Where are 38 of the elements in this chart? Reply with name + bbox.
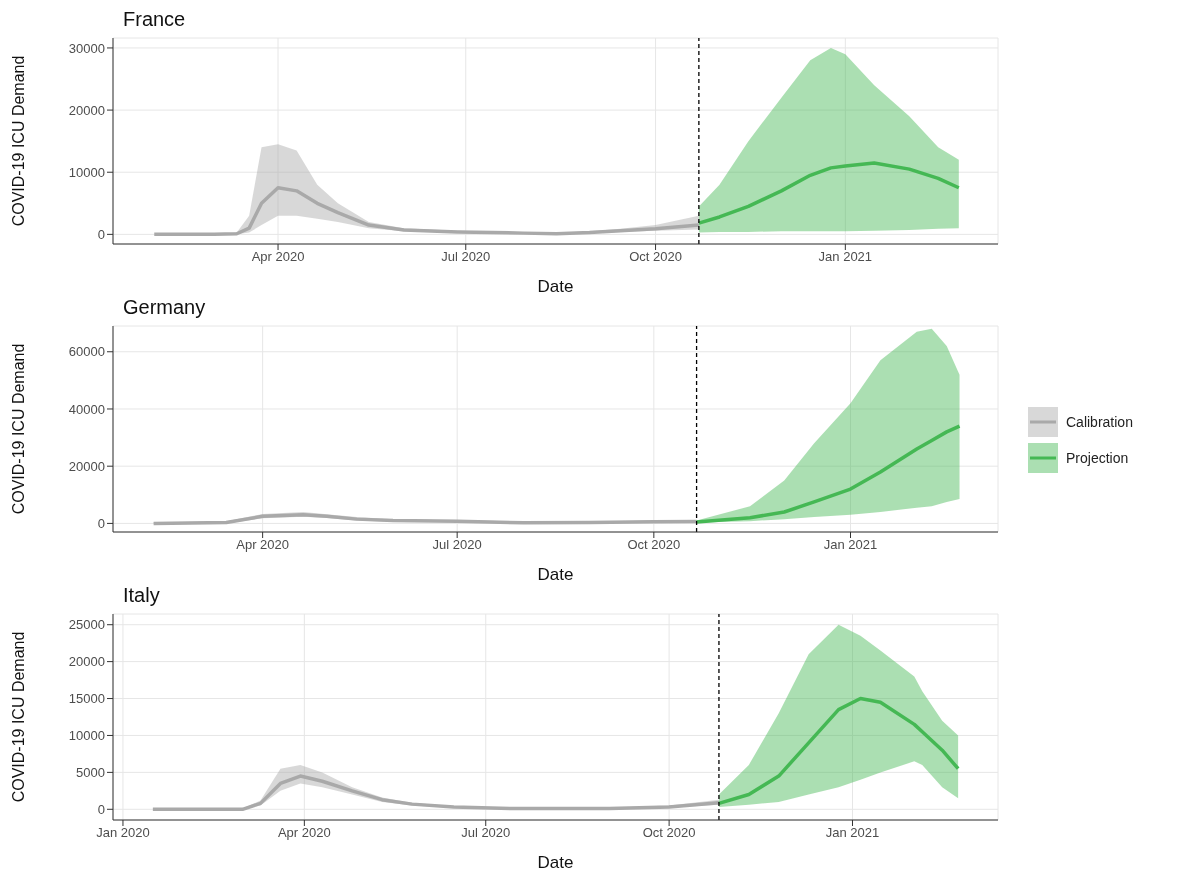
x-tick-label: Apr 2020 (251, 249, 305, 265)
y-tick-label: 60000 (68, 344, 105, 360)
y-tick-label: 40000 (68, 401, 105, 417)
y-tick-label: 0 (97, 516, 105, 532)
y-tick-label: 10000 (68, 164, 105, 180)
x-tick-label: Oct 2020 (629, 249, 682, 265)
x-tick-label: Apr 2020 (236, 537, 290, 553)
y-tick-label: 10000 (68, 728, 105, 744)
legend-label: Calibration (1066, 414, 1133, 430)
y-tick-label: 30000 (68, 40, 105, 56)
x-tick-label: Jul 2020 (432, 537, 482, 553)
y-tick-label: 0 (97, 801, 105, 817)
x-tick-label: Jul 2020 (441, 249, 491, 265)
x-tick-label: Jan 2021 (825, 825, 880, 841)
x-tick-label: Oct 2020 (627, 537, 681, 553)
x-tick-label: Jan 2021 (823, 537, 878, 553)
x-axis-title: Date (537, 853, 574, 872)
y-tick-label: 5000 (76, 764, 105, 780)
x-tick-label: Jan 2021 (818, 249, 873, 265)
y-tick-label: 0 (97, 226, 105, 242)
y-tick-label: 25000 (68, 617, 105, 633)
legend-label: Projection (1066, 450, 1129, 466)
y-tick-label: 20000 (68, 102, 105, 118)
y-tick-label: 15000 (68, 691, 105, 707)
x-tick-label: Apr 2020 (277, 825, 331, 841)
chart-title: Germany (122, 296, 207, 320)
y-axis-title: COVID-19 ICU Demand (9, 343, 27, 515)
y-tick-label: 20000 (68, 654, 105, 670)
x-axis-title: Date (537, 565, 574, 584)
chart-title: France (122, 8, 187, 32)
x-tick-label: Jul 2020 (461, 825, 511, 841)
x-tick-label: Jan 2020 (96, 825, 150, 841)
x-axis-title: Date (537, 277, 574, 296)
y-tick-label: 20000 (68, 458, 105, 474)
chart-title: Italy (122, 584, 161, 608)
y-axis-title: COVID-19 ICU Demand (9, 631, 27, 803)
y-axis-title: COVID-19 ICU Demand (9, 55, 27, 227)
x-tick-label: Oct 2020 (642, 825, 696, 841)
